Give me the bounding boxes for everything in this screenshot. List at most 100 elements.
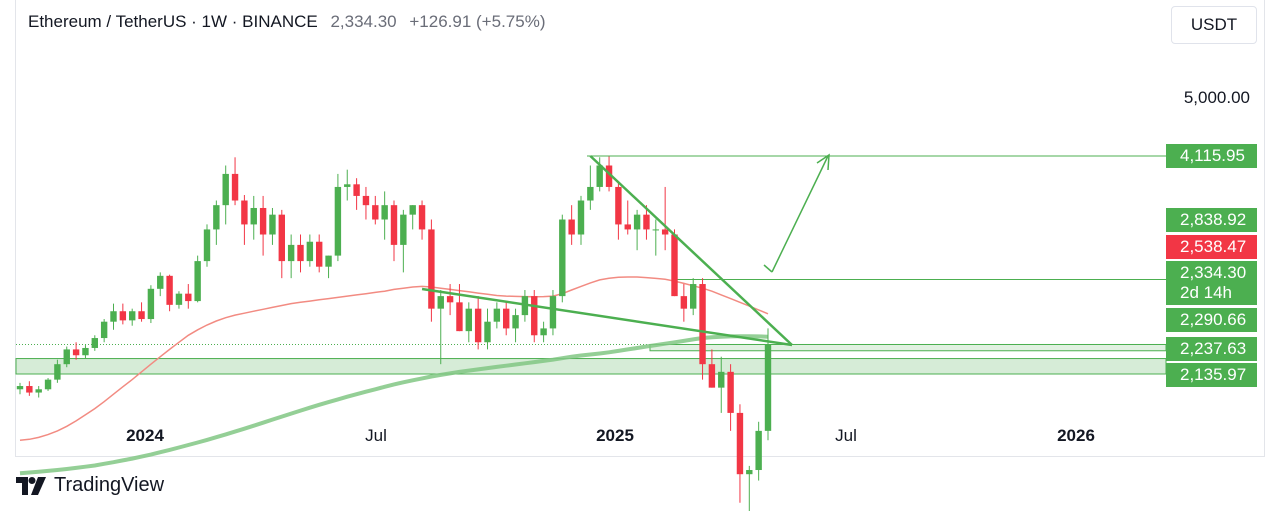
- candle: [138, 302, 145, 322]
- candle: [44, 378, 52, 391]
- candle-body: [362, 195, 370, 206]
- projection-arrow-line: [771, 155, 829, 273]
- candle: [400, 209, 407, 273]
- candle-body: [512, 315, 519, 329]
- price-tag: 2,237.63: [1166, 337, 1257, 361]
- candle-body: [446, 296, 454, 303]
- candle: [362, 186, 370, 220]
- candle: [671, 229, 678, 297]
- candle-body: [353, 184, 360, 196]
- candle: [680, 284, 688, 322]
- candle-body: [671, 234, 678, 297]
- candle: [316, 234, 323, 273]
- candle-body: [185, 293, 192, 302]
- candle-body: [437, 296, 444, 309]
- candle-body: [166, 275, 173, 305]
- candle-body: [652, 229, 659, 231]
- zones-layer: [15, 343, 1167, 375]
- candle-body: [643, 214, 650, 230]
- candle: [746, 465, 753, 511]
- x-axis-tick: 2024: [126, 426, 164, 445]
- candle-body: [157, 275, 164, 289]
- price-tag: 2,135.97: [1166, 363, 1257, 387]
- price-tag-label: 2,290.66: [1180, 310, 1247, 329]
- candle-body: [334, 186, 342, 256]
- price-tag-label: 4,115.95: [1180, 146, 1245, 165]
- candle: [175, 291, 183, 309]
- candle-body: [400, 214, 407, 245]
- candle-body: [63, 349, 70, 365]
- candle: [26, 381, 33, 396]
- currency-button[interactable]: USDT: [1171, 6, 1257, 44]
- candle: [708, 349, 716, 388]
- candle-body: [503, 308, 510, 329]
- candle: [185, 284, 192, 309]
- candle-body: [746, 470, 753, 475]
- candle-body: [54, 364, 61, 380]
- candle: [72, 342, 80, 360]
- candle-body: [138, 311, 145, 320]
- candle: [409, 205, 416, 230]
- candle-body: [465, 308, 472, 332]
- candle-body: [222, 173, 229, 206]
- candle-body: [175, 293, 183, 305]
- candle: [718, 356, 725, 413]
- candle: [661, 186, 669, 251]
- tradingview-logo[interactable]: TradingView: [16, 474, 164, 497]
- candle: [91, 335, 98, 351]
- candle-body: [596, 165, 603, 187]
- candle: [465, 302, 472, 343]
- price-tag: 2,334.30 2d 14h: [1166, 261, 1257, 305]
- x-axis-tick: Jul: [365, 426, 387, 445]
- candle-body: [718, 371, 725, 388]
- candle: [203, 224, 211, 267]
- candle-body: [110, 311, 117, 322]
- candle: [344, 169, 351, 201]
- candle: [727, 364, 734, 431]
- candle-body: [278, 214, 285, 262]
- candle-body: [736, 412, 744, 475]
- candle-body: [549, 296, 557, 329]
- candles-layer: [16, 156, 772, 511]
- candle-body: [577, 200, 585, 235]
- price-tag-label: 2,838.92: [1180, 210, 1247, 229]
- candle-body: [325, 255, 332, 267]
- price-tag: 2,838.92: [1166, 208, 1257, 232]
- candle-body: [484, 321, 491, 343]
- candle: [690, 278, 697, 316]
- candle-body: [708, 364, 716, 388]
- candle: [736, 404, 744, 503]
- chart-area[interactable]: [15, 0, 1265, 457]
- symbol-title[interactable]: Ethereum / TetherUS · 1W · BINANCE: [28, 12, 318, 31]
- projection-arrowhead: [816, 153, 830, 171]
- tradingview-logo-icon: [16, 476, 46, 495]
- candle-body: [493, 308, 501, 322]
- candle: [474, 296, 482, 350]
- price-tag: 2,538.47: [1166, 235, 1257, 259]
- candle: [157, 272, 164, 297]
- candle-body: [690, 284, 697, 309]
- candle: [110, 303, 117, 330]
- candle-body: [456, 302, 463, 332]
- candle-body: [587, 186, 594, 201]
- wedge-lower-trendline: [421, 287, 793, 347]
- candle: [82, 345, 89, 359]
- moving-average-fast: [19, 276, 769, 441]
- candle: [119, 303, 127, 325]
- price-tag-label: 2,334.30: [1180, 263, 1247, 282]
- candle: [297, 234, 304, 273]
- candle-body: [540, 328, 547, 336]
- candle: [222, 165, 229, 225]
- candle: [250, 195, 257, 240]
- candle: [35, 386, 42, 398]
- x-axis-tick: Jul: [835, 426, 857, 445]
- candle: [493, 302, 501, 329]
- candle: [699, 278, 706, 380]
- candle: [194, 255, 201, 303]
- candle: [633, 209, 641, 251]
- candle: [428, 219, 435, 322]
- candle: [213, 200, 220, 245]
- candle-body: [699, 284, 706, 365]
- candle: [596, 157, 603, 192]
